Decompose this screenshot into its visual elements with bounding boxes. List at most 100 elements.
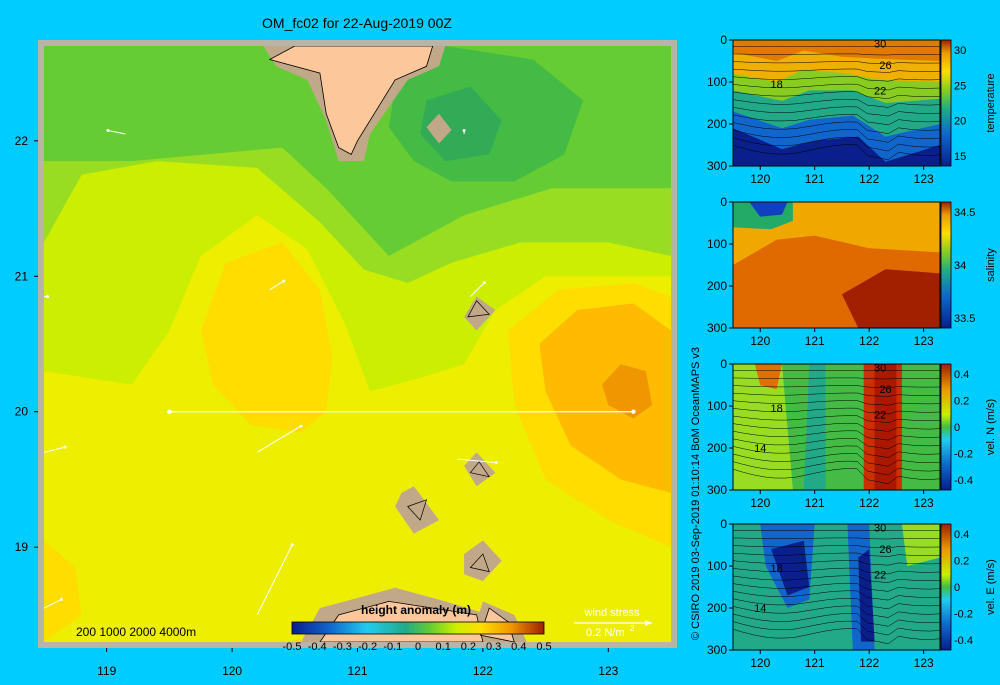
velocity-north-colorbar <box>940 363 952 491</box>
salinity-colorbar-tick-0: 33.5 <box>954 313 975 325</box>
island-outline-0 <box>467 300 490 318</box>
height-level-region-8 <box>539 303 671 493</box>
wind-vector-head-2 <box>299 424 303 428</box>
map-x-tick-label-3: 122 <box>473 664 493 678</box>
temperature-contour-11 <box>733 129 940 143</box>
colorbar-label: height anomaly (m) <box>361 603 471 617</box>
velocity-north-contour-label-0: 30 <box>874 362 886 374</box>
height-level-region-9 <box>602 364 653 419</box>
height-level-region-6 <box>44 540 82 642</box>
shelf-area-1 <box>426 113 452 144</box>
velocity-north-colorbar-tick-4: 0.4 <box>954 369 969 381</box>
temperature-y-tick-label-0: 0 <box>720 33 727 47</box>
velocity-east-contour-label-1: 26 <box>879 544 891 556</box>
velocity-east-colorbar-tick-3: 0.2 <box>954 556 969 568</box>
temperature-field: 30 26 22 18 <box>733 40 940 166</box>
wind-vector-head-1 <box>282 279 286 283</box>
velocity-north-contour-13 <box>733 468 940 485</box>
land-area-0 <box>268 46 434 155</box>
temperature-axis-label: temperature <box>985 73 997 132</box>
velocity-north-y-tick-label-3: 300 <box>707 483 727 497</box>
temperature-contour-8 <box>733 106 940 117</box>
map-x-tick-label-4: 123 <box>598 664 618 678</box>
height-anomaly-field <box>44 46 671 642</box>
velocity-east-y-tick-label-2: 200 <box>707 601 727 615</box>
velocity-north-frame <box>732 363 941 491</box>
velocity-east-contour-label-3: 18 <box>770 563 782 575</box>
wind-vector-6 <box>44 598 62 609</box>
map-y-tick-label-1: 20 <box>15 405 29 419</box>
velocity-north-contour-11 <box>733 453 940 467</box>
temperature-x-tick-label-3: 123 <box>914 172 934 186</box>
velocity-east-contour-12 <box>733 620 940 636</box>
velocity-east-axis-label: vel. E (m/s) <box>985 559 997 615</box>
wind-vector-8 <box>470 282 485 297</box>
temperature-y-tick-label-1: 100 <box>707 75 727 89</box>
velocity-east-contour-11 <box>733 613 940 627</box>
velocity-north-x-tick-label-1: 121 <box>805 496 825 510</box>
map-x-tick-label-1: 120 <box>222 664 242 678</box>
temperature-y-tick-label-3: 300 <box>707 159 727 173</box>
colorbar-tick-6: 0.1 <box>436 641 451 653</box>
transect-line <box>167 409 636 414</box>
temperature-colorbar-tick-0: 15 <box>954 151 966 163</box>
island-outline-2 <box>407 499 428 521</box>
map-x-ticks: 119 120 121 122 123 <box>97 648 619 678</box>
velocity-north-contour-label-1: 26 <box>879 384 891 396</box>
velocity-east-contour-label-2: 22 <box>874 569 886 581</box>
temperature-contour-1 <box>733 53 940 56</box>
temperature-y-tick-label-2: 200 <box>707 117 727 131</box>
velocity-east-contour-label-4: 14 <box>754 603 766 615</box>
temperature-x-tick-label-2: 122 <box>859 172 879 186</box>
salinity-frame <box>732 201 941 329</box>
velocity-east-field: 30 26 22 18 14 <box>733 524 940 650</box>
velocity-east-colorbar <box>940 523 952 651</box>
wind-vector-head-6 <box>60 597 63 601</box>
salinity-y-tick-label-0: 0 <box>720 195 727 209</box>
island-outline-3 <box>469 553 490 573</box>
height-level-region-3 <box>44 215 671 642</box>
wind-vector-head-4 <box>46 295 49 299</box>
colorbar-tick-8: 0.3 <box>486 641 501 653</box>
temperature-contour-7 <box>733 98 940 108</box>
salinity-colorbar-tick-2: 34.5 <box>954 207 975 219</box>
temperature-contour-3 <box>733 68 940 73</box>
map-x-tick-label-2: 121 <box>347 664 367 678</box>
wind-stress-label: wind stress <box>583 607 640 619</box>
velocity-north-contour-label-2: 22 <box>874 409 886 421</box>
salinity-y-tick-label-2: 200 <box>707 279 727 293</box>
salinity-x-tick-label-3: 123 <box>914 334 934 348</box>
salinity-y-tick-label-3: 300 <box>707 321 727 335</box>
velocity-east-contour-3 <box>733 552 940 557</box>
temperature-contour-label-2: 22 <box>874 85 886 97</box>
map-y-tick-label-2: 21 <box>15 269 29 283</box>
temperature-frame <box>732 39 941 167</box>
temperature-colorbar-tick-1: 20 <box>954 116 966 128</box>
temperature-contour-label-1: 26 <box>879 60 891 72</box>
wind-stress-legend: wind stress 0.2 N/m 2 <box>574 607 652 639</box>
velocity-north-colorbar-tick-0: -0.4 <box>954 475 973 487</box>
colorbar-tick-4: -0.1 <box>383 641 402 653</box>
map-title: OM_fc02 for 22-Aug-2019 00Z <box>262 15 452 31</box>
island-outline-1 <box>469 461 490 478</box>
colorbar-tick-1: -0.4 <box>308 641 327 653</box>
height-level-region-11 <box>420 86 502 162</box>
wind-stress-arrowhead <box>645 620 652 626</box>
temperature-contour-12 <box>733 136 940 152</box>
temperature-contour-label-3: 18 <box>770 79 782 91</box>
temperature-contour-9 <box>733 114 940 126</box>
wind-vector-head-5 <box>63 445 67 449</box>
wind-vector-head-8 <box>482 281 486 285</box>
velocity-north-colorbar-tick-2: 0 <box>954 422 960 434</box>
colorbar-tick-9: 0.4 <box>511 641 526 653</box>
map-y-tick-label-3: 22 <box>15 134 29 148</box>
temperature-colorbar-tick-2: 25 <box>954 80 966 92</box>
section-panel-salinity: 0 100 200 300 120 121 122 123 33.5 34 34.5 salinity <box>707 195 997 348</box>
wind-vector-1 <box>269 280 284 291</box>
temperature-contour-6 <box>733 91 940 99</box>
velocity-north-contour-8 <box>733 430 940 441</box>
section-panel-velocity-east: 30 26 22 18 14 0 100 200 300 120 121 122 123 -0.4 -0.2… <box>707 517 997 670</box>
